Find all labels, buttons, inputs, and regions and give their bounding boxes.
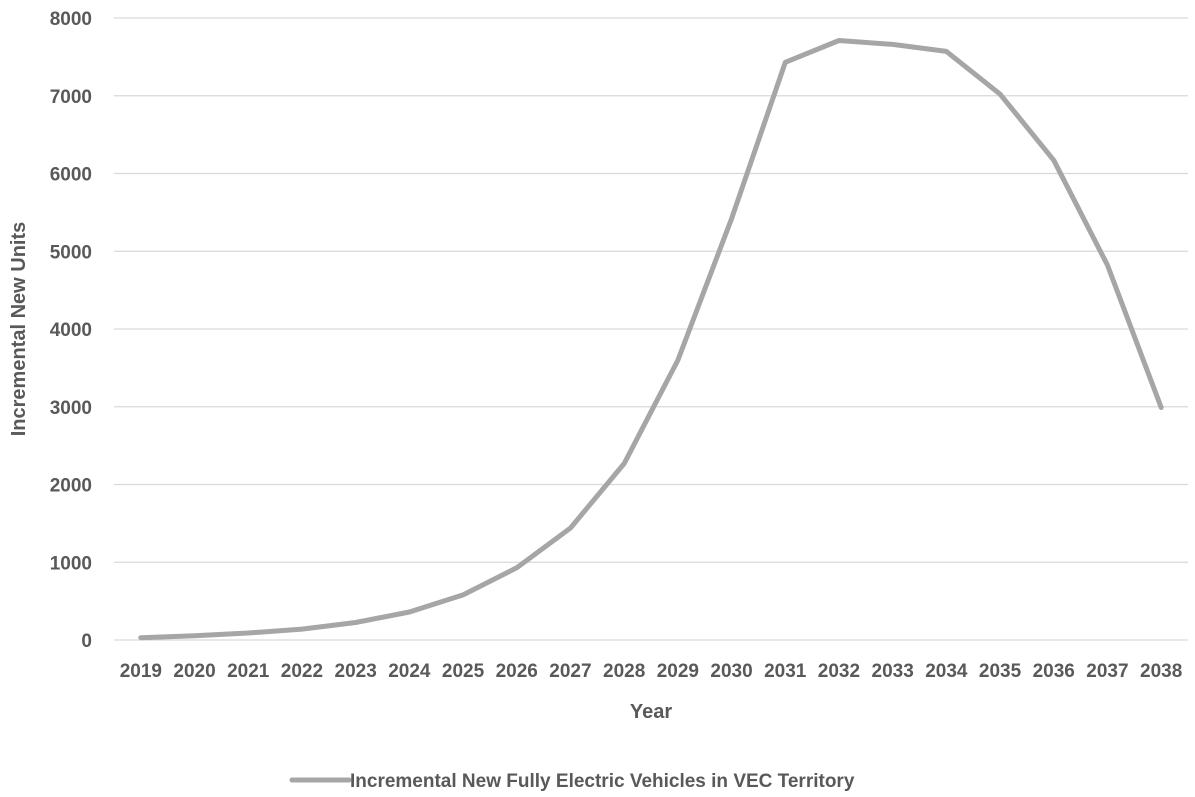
x-tick-label: 2027 bbox=[549, 661, 591, 682]
x-tick-label: 2031 bbox=[764, 661, 807, 682]
y-tick-label: 2000 bbox=[50, 476, 92, 497]
legend-label: Incremental New Fully Electric Vehicles … bbox=[350, 771, 855, 792]
x-axis-title: Year bbox=[630, 701, 672, 723]
y-tick-label: 1000 bbox=[50, 553, 92, 574]
y-tick-label: 6000 bbox=[50, 165, 92, 186]
y-tick-label: 8000 bbox=[50, 9, 92, 30]
y-axis-title: Incremental New Units bbox=[8, 222, 30, 437]
x-tick-label: 2037 bbox=[1086, 661, 1128, 682]
x-tick-label: 2036 bbox=[1033, 661, 1075, 682]
x-tick-label: 2038 bbox=[1140, 661, 1182, 682]
x-tick-label: 2026 bbox=[496, 661, 538, 682]
x-axis-tick-labels: 2019 2020 2021 2022 2023 2024 2025 2026 2027 2028… bbox=[120, 661, 1183, 682]
x-tick-label: 2030 bbox=[710, 661, 752, 682]
x-tick-label: 2029 bbox=[657, 661, 699, 682]
x-tick-label: 2019 bbox=[120, 661, 162, 682]
x-tick-label: 2033 bbox=[872, 661, 914, 682]
x-tick-label: 2032 bbox=[818, 661, 860, 682]
x-tick-label: 2025 bbox=[442, 661, 485, 682]
y-axis-tick-labels: 0 1000 2000 3000 4000 5000 6000 7000 8000 bbox=[50, 9, 92, 652]
x-tick-label: 2023 bbox=[335, 661, 377, 682]
x-tick-label: 2020 bbox=[173, 661, 215, 682]
legend: Incremental New Fully Electric Vehicles … bbox=[289, 771, 855, 792]
x-tick-label: 2021 bbox=[227, 661, 270, 682]
y-tick-label: 4000 bbox=[50, 320, 92, 341]
x-tick-label: 2034 bbox=[925, 661, 968, 682]
x-tick-label: 2028 bbox=[603, 661, 645, 682]
y-tick-label: 5000 bbox=[50, 242, 92, 263]
x-tick-label: 2022 bbox=[281, 661, 323, 682]
series-line-0 bbox=[138, 38, 1164, 641]
x-tick-label: 2024 bbox=[388, 661, 431, 682]
y-tick-label: 3000 bbox=[50, 398, 92, 419]
gridlines bbox=[114, 17, 1188, 641]
x-tick-label: 2035 bbox=[979, 661, 1022, 682]
series-lines bbox=[138, 38, 1164, 641]
y-tick-label: 7000 bbox=[50, 87, 92, 108]
y-tick-label: 0 bbox=[81, 631, 92, 652]
